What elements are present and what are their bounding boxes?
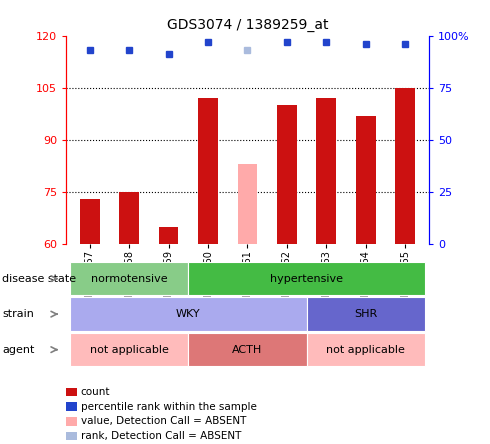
Bar — [66, 432, 77, 440]
Bar — [277, 105, 297, 244]
Text: count: count — [81, 387, 110, 397]
Text: WKY: WKY — [176, 309, 200, 319]
Bar — [120, 192, 139, 244]
Bar — [238, 164, 257, 244]
Text: rank, Detection Call = ABSENT: rank, Detection Call = ABSENT — [81, 431, 241, 441]
Text: disease state: disease state — [2, 274, 76, 284]
Bar — [188, 262, 425, 295]
Text: not applicable: not applicable — [90, 345, 169, 355]
Bar — [70, 262, 188, 295]
Text: hypertensive: hypertensive — [270, 274, 343, 284]
Text: value, Detection Call = ABSENT: value, Detection Call = ABSENT — [81, 416, 246, 426]
Bar — [317, 98, 336, 244]
Bar — [70, 333, 188, 366]
Text: SHR: SHR — [354, 309, 377, 319]
Text: strain: strain — [2, 309, 34, 319]
Bar — [66, 388, 77, 396]
Text: agent: agent — [2, 345, 35, 355]
Bar — [356, 115, 375, 244]
Bar — [80, 199, 99, 244]
Title: GDS3074 / 1389259_at: GDS3074 / 1389259_at — [167, 18, 328, 32]
Bar — [66, 402, 77, 411]
Bar — [66, 417, 77, 426]
Bar — [70, 297, 307, 331]
Bar — [188, 333, 307, 366]
Text: not applicable: not applicable — [326, 345, 405, 355]
Bar — [395, 88, 415, 244]
Text: ACTH: ACTH — [232, 345, 263, 355]
Bar — [307, 297, 425, 331]
Bar — [159, 227, 178, 244]
Text: normotensive: normotensive — [91, 274, 168, 284]
Bar — [307, 333, 425, 366]
Bar — [198, 98, 218, 244]
Text: percentile rank within the sample: percentile rank within the sample — [81, 402, 257, 412]
